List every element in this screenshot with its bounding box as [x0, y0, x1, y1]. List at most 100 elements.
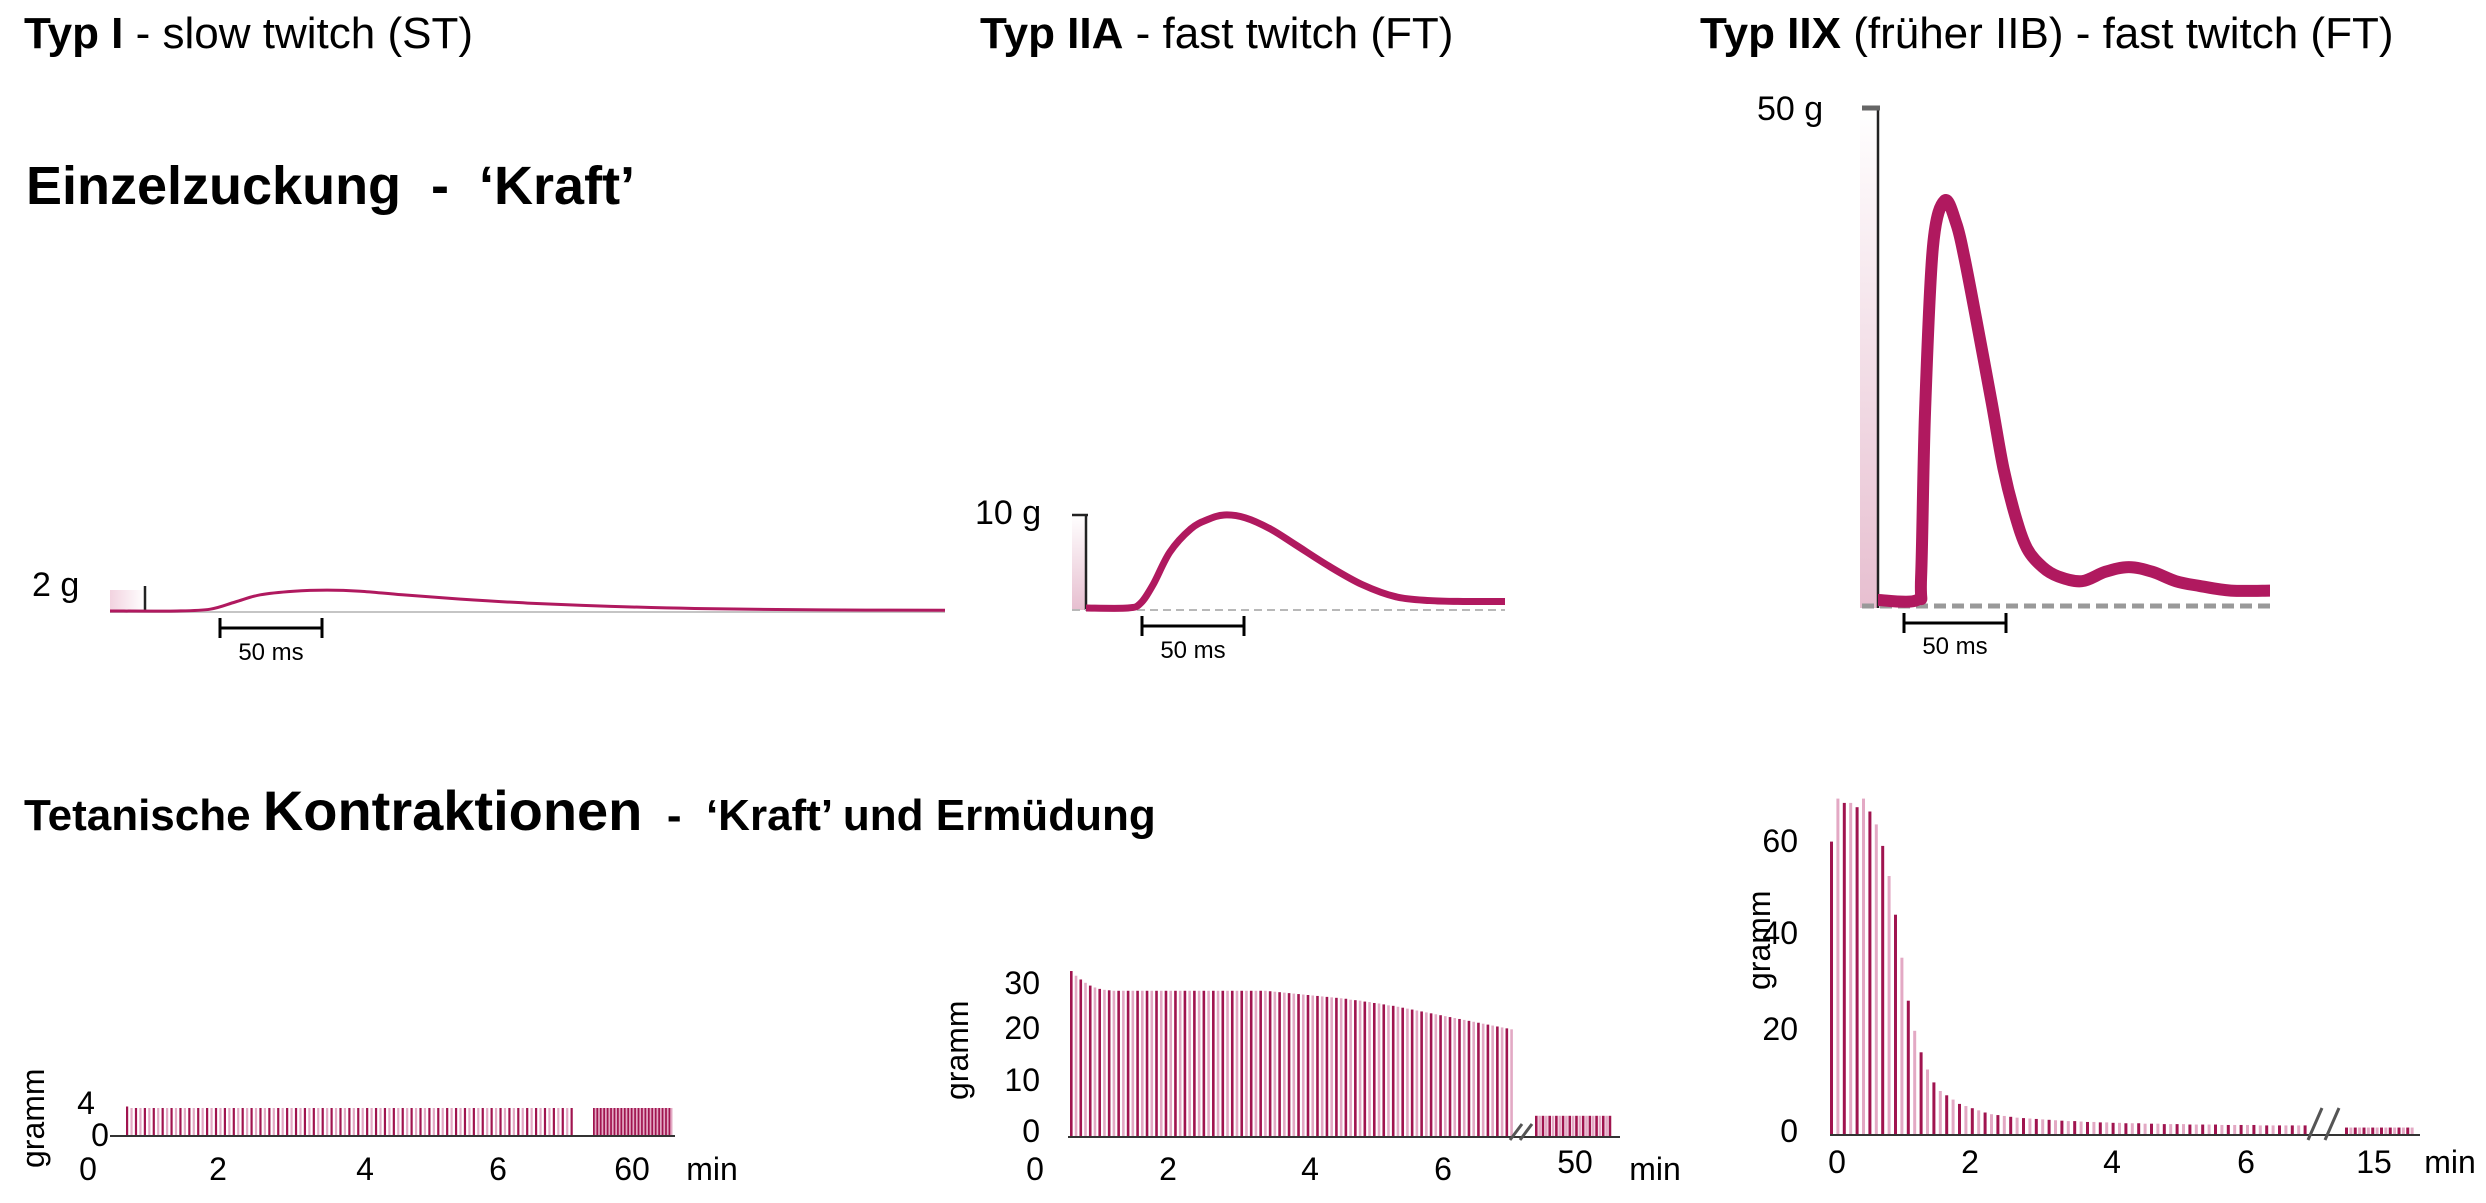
tetanic-typ-iix-late-bar — [2380, 1127, 2383, 1134]
tetanic-typ-i-bar — [450, 1108, 453, 1135]
tetanic-typ-i-late-bar — [629, 1108, 632, 1135]
tetanic-typ-i-late-bar — [659, 1108, 663, 1135]
tetanic-typ-i-late-bar — [601, 1108, 604, 1135]
tetanic-typ-i-bar — [401, 1108, 404, 1135]
tetanic-typ-iia-bar — [1278, 992, 1281, 1136]
tetanic-typ-iix-bar — [1996, 1115, 2000, 1134]
tetanic-typ-iia-bar — [1292, 993, 1296, 1136]
tetanic-typ-i-bar — [468, 1108, 471, 1135]
header-typ-iix-rest: (früher IIB) - fast twitch (FT) — [1841, 9, 2394, 58]
tetanic-typ-iix-bar — [2098, 1122, 2102, 1134]
tetanic-typ-iix-bar — [2188, 1124, 2192, 1134]
tetanic-typ-i-bar — [192, 1108, 195, 1135]
tetanic-typ-iix-bar — [1906, 1000, 1910, 1134]
tetanic-typ-i-bar — [183, 1108, 186, 1135]
tetanic-typ-iia-late-bar — [1548, 1115, 1551, 1136]
tetanic-typ-iix-bar — [1926, 1069, 1929, 1134]
tetanic-typ-i-late-bar — [651, 1108, 654, 1135]
tetanic-typ-i-bar — [210, 1108, 213, 1135]
tetanic-typ-iia-bar — [1439, 1015, 1442, 1136]
tetanic-typ-iia-late-bar — [1565, 1115, 1568, 1136]
tetanic-typ-i-bar — [379, 1108, 382, 1135]
twitch-chart-typ-iia: 10 g 50 ms — [975, 494, 1506, 664]
tetanic-typ-iix-bar — [2054, 1120, 2057, 1134]
tetanic-typ-i-bar — [543, 1108, 547, 1135]
tetanic-typ-i-bar — [174, 1108, 178, 1135]
tetanic-typ-iix-bar — [2111, 1122, 2115, 1134]
tetanic-typ-i-bar — [223, 1108, 226, 1135]
tetanic-typ-iia-bar — [1070, 971, 1073, 1136]
tetanic-typ-i-bar — [321, 1108, 324, 1135]
tetanic-typ-iia-bar — [1254, 990, 1258, 1136]
tetanic-typ-iia-bar — [1122, 990, 1125, 1136]
tetanic-typ-iia-late-bar — [1591, 1115, 1595, 1136]
tetanic-typ-iia-late-bar — [1545, 1115, 1548, 1136]
tetanic-typ-i-bar — [486, 1108, 489, 1135]
tetanic-typ-i-bar — [539, 1108, 542, 1135]
tetanic-typ-i-late-bar — [635, 1108, 639, 1135]
tetanic-typ-iia-bar — [1074, 975, 1078, 1136]
tetanic-typ-iia-bar — [1410, 1009, 1414, 1136]
tetanic-typ-iia-bar — [1188, 990, 1191, 1136]
tetanic-typ-i-late-bar — [608, 1108, 611, 1135]
x-tick-typ-i-6: 6 — [489, 1151, 507, 1187]
tetanic-typ-iix-bar — [2124, 1123, 2128, 1134]
tetanic-typ-iia-late-bar — [1555, 1115, 1558, 1136]
tetanic-typ-i-bar — [201, 1108, 204, 1135]
tetanic-typ-iix-bar — [2047, 1119, 2051, 1134]
tetanic-typ-i-late-bar — [596, 1108, 599, 1135]
axis-break-typ-iix — [2306, 1107, 2341, 1141]
tetanic-typ-iia-late-bar — [1608, 1115, 1612, 1136]
tetanic-typ-i-bar — [219, 1108, 222, 1135]
tetanic-typ-i-bar — [161, 1108, 164, 1135]
tetanic-typ-i-bar — [250, 1108, 253, 1135]
tetanic-typ-i-bar — [197, 1108, 200, 1135]
tetanic-typ-i-bar — [268, 1108, 271, 1135]
tetanic-typ-i-bar — [548, 1108, 551, 1135]
tetanic-typ-iix-late-bar — [2410, 1127, 2414, 1134]
tetanic-typ-iia-bar — [1481, 1023, 1485, 1136]
tetanic-typ-i-bar — [254, 1108, 258, 1135]
tetanic-typ-iia-late-bar — [1588, 1115, 1592, 1136]
bars-typ-iia — [1070, 971, 1612, 1136]
tetanic-typ-i-bar — [454, 1108, 458, 1135]
tetanic-typ-i-late-bar — [594, 1108, 597, 1135]
tetanic-typ-iia-bar — [1415, 1010, 1419, 1136]
tetanic-typ-iix-late-bar — [2353, 1127, 2357, 1134]
tetanic-typ-iia-bar — [1472, 1021, 1475, 1136]
tetanic-typ-iix-late-bar — [2345, 1127, 2348, 1134]
tetanic-typ-iix-bar — [1894, 914, 1897, 1134]
tetanic-typ-iia-bar — [1164, 990, 1168, 1136]
tetanic-typ-i-bar — [259, 1108, 262, 1135]
tetanic-typ-iix-bar — [1900, 957, 1904, 1134]
tetanic-typ-iia-bar — [1311, 995, 1315, 1136]
y-tick-typ-iia-10: 10 — [1004, 1062, 1040, 1098]
tetanic-typ-iia-bar — [1141, 990, 1144, 1136]
tetanic-typ-i-bar — [552, 1108, 555, 1135]
y-axis-label-typ-iix: gramm — [1741, 890, 1777, 990]
tetanic-typ-iix-bar — [2239, 1124, 2243, 1134]
tetanic-typ-i-bar — [232, 1108, 235, 1135]
header-typ-i-bold: Typ I — [24, 9, 123, 58]
tetanic-typ-iia-bar — [1273, 991, 1277, 1136]
tetanic-typ-iix-bar — [2201, 1124, 2205, 1134]
tetanic-typ-i-bar — [397, 1108, 400, 1135]
tetanic-typ-i-bar — [317, 1108, 320, 1135]
tetanic-typ-iix-bar — [1951, 1099, 1955, 1134]
x-tick-typ-iia-6: 6 — [1434, 1151, 1452, 1187]
x-tick-typ-i-4: 4 — [356, 1151, 374, 1187]
tetanic-typ-iix-late-bar — [2349, 1127, 2353, 1134]
tetanic-typ-iia-late-bar — [1558, 1115, 1562, 1136]
tetanic-typ-iia-bar — [1330, 997, 1333, 1136]
tetanic-chart-typ-i: gramm 4 0 0 2 4 6 60 min — [15, 1068, 738, 1187]
tetanic-typ-iix-bar — [1977, 1110, 1981, 1134]
tetanic-typ-iix-bar — [2002, 1115, 2006, 1134]
tetanic-typ-i-bar — [170, 1108, 173, 1135]
tetanic-typ-iia-bar — [1491, 1025, 1494, 1136]
tetanic-typ-i-bar — [148, 1108, 151, 1135]
x-tick-typ-iia-50: 50 — [1557, 1144, 1593, 1180]
tetanic-typ-i-late-bar — [593, 1108, 596, 1135]
tetanic-typ-iia-bar — [1358, 1000, 1362, 1136]
time-scale-label-typ-iia: 50 ms — [1160, 637, 1225, 664]
tetanic-typ-iia-bar — [1212, 990, 1215, 1136]
